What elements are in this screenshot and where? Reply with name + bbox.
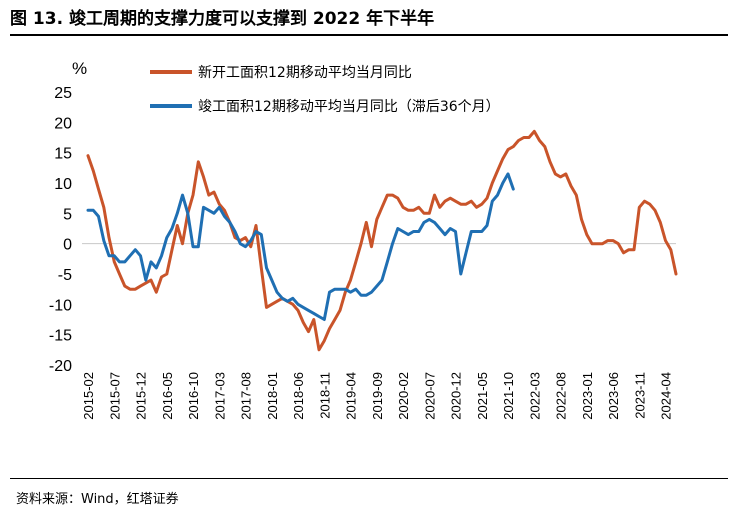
y-tick-label: -5 (58, 267, 72, 284)
source-note: 资料来源：Wind，红塔证券 (16, 492, 179, 507)
x-tick-label: 2019-04 (344, 372, 359, 420)
x-tick-label: 2016-05 (160, 372, 175, 420)
x-tick-label: 2017-03 (212, 372, 227, 420)
x-tick-label: 2015-07 (107, 372, 122, 420)
x-tick-label: 2015-02 (81, 372, 96, 420)
y-axis: 25 20 15 10 5 0 -5 -10 -15 -20 (49, 85, 72, 375)
x-tick-label: 2021-10 (501, 372, 516, 420)
x-tick-label: 2018-06 (291, 372, 306, 420)
legend-label-completions: 竣工面积12期移动平均当月同比（滞后36个月） (198, 99, 500, 115)
x-tick-label: 2020-02 (396, 372, 411, 420)
x-tick-label: 2016-10 (186, 372, 201, 420)
y-tick-label: -15 (49, 328, 72, 345)
y-tick-label: -10 (49, 297, 72, 314)
x-tick-label: 2024-04 (659, 372, 674, 420)
y-tick-label: 25 (54, 85, 72, 102)
series-line-completions (86, 172, 515, 321)
figure-title: 图 13. 竣工周期的支撑力度可以支撑到 2022 年下半年 (10, 9, 435, 29)
series-group (86, 129, 678, 352)
x-tick-label: 2020-07 (422, 372, 437, 420)
x-tick-label: 2021-05 (475, 372, 490, 420)
x-tick-label: 2018-01 (265, 372, 280, 420)
x-tick-label: 2023-06 (606, 372, 621, 420)
x-tick-label: 2023-11 (632, 372, 647, 419)
legend: 新开工面积12期移动平均当月同比 竣工面积12期移动平均当月同比（滞后36个月） (150, 65, 500, 115)
y-tick-label: 20 (54, 115, 72, 132)
x-tick-label: 2022-08 (554, 372, 569, 420)
title-rule (10, 34, 728, 36)
y-tick-label: -20 (49, 358, 72, 375)
y-unit-label: % (72, 59, 87, 78)
x-axis: 2015-02 2015-07 2015-12 2016-05 2016-10 2017-… (81, 372, 674, 420)
y-tick-label: 15 (54, 146, 72, 163)
x-tick-label: 2017-08 (239, 372, 254, 420)
y-tick-label: 5 (63, 206, 72, 223)
x-tick-label: 2018-11 (317, 372, 332, 419)
source-rule (10, 478, 728, 479)
x-tick-label: 2015-12 (134, 372, 149, 420)
x-tick-label: 2022-03 (527, 372, 542, 420)
legend-label-new-starts: 新开工面积12期移动平均当月同比 (198, 65, 412, 81)
y-tick-label: 10 (54, 176, 72, 193)
x-tick-label: 2020-12 (449, 372, 464, 420)
series-line-new-starts (86, 129, 678, 352)
x-tick-label: 2023-01 (580, 372, 595, 420)
x-tick-label: 2019-09 (370, 372, 385, 420)
y-tick-label: 0 (63, 237, 72, 254)
